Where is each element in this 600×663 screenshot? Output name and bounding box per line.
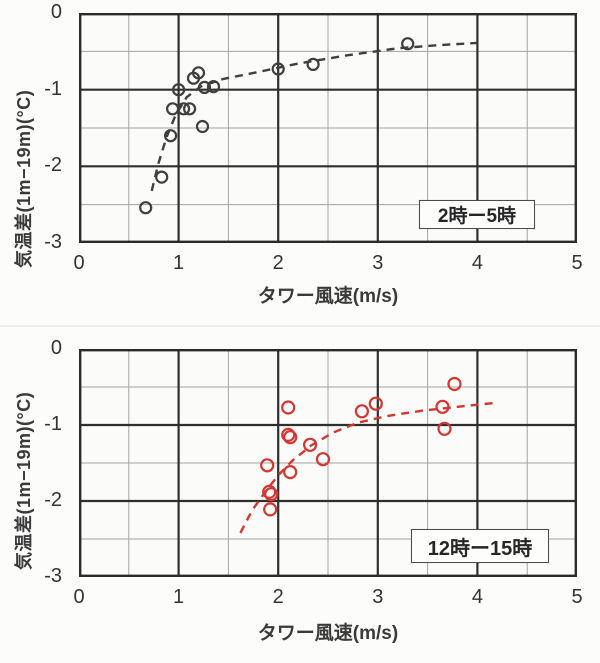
x-axis-title-bottom: タワー風速(m/s) (257, 623, 399, 644)
x-tick-label: 3 (372, 586, 384, 608)
plot-area-bottom (79, 349, 577, 577)
annotation-box-bottom: 12時ー15時 (411, 529, 549, 563)
y-tick-label: -1 (44, 77, 62, 100)
data-point (262, 484, 277, 499)
y-tick-label: 0 (50, 1, 62, 23)
data-point (315, 452, 331, 467)
trend-line (239, 401, 495, 534)
x-tick-label: 3 (372, 252, 384, 274)
y-tick-label: -3 (44, 231, 62, 253)
data-point (447, 376, 462, 392)
data-point (283, 464, 298, 480)
y-tick-label: -2 (44, 489, 62, 511)
x-tick-label: 5 (571, 586, 583, 608)
data-point (401, 37, 415, 51)
plot-frame (79, 349, 577, 577)
data-point (264, 487, 279, 502)
x-tick-label: 2 (272, 252, 284, 274)
data-point (271, 62, 285, 76)
data-point (283, 430, 298, 445)
annotation-label-bottom: 12時ー15時 (427, 537, 533, 560)
annotation-label-top: 2時ー5時 (437, 206, 517, 227)
x-tick-label: 4 (471, 586, 483, 608)
plot-frame (79, 13, 577, 243)
x-axis-title-top: タワー風速(m/s) (257, 286, 399, 307)
x-tick-label: 1 (173, 586, 185, 608)
data-point (139, 201, 153, 215)
plot-area-top (79, 13, 577, 243)
scan-seam (0, 325, 600, 327)
x-tick-label: 1 (173, 252, 185, 274)
y-tick-label: -1 (44, 413, 62, 435)
y-tick-label: 0 (50, 337, 62, 359)
data-point (260, 458, 275, 473)
x-tick-label: 5 (571, 252, 583, 274)
data-point (281, 427, 296, 443)
data-point (182, 102, 197, 116)
trend-line (150, 41, 478, 192)
data-point (281, 400, 296, 415)
data-point (306, 57, 320, 72)
data-point (303, 437, 318, 452)
y-tick-label: -2 (44, 154, 62, 177)
data-point (191, 66, 206, 80)
annotation-box-top: 2時ー5時 (419, 200, 535, 229)
data-point (354, 404, 369, 419)
x-tick-label: 4 (471, 252, 483, 274)
x-tick-label: 0 (73, 586, 85, 608)
data-point (195, 119, 210, 134)
data-point (263, 502, 278, 517)
y-tick-label: -3 (44, 565, 62, 587)
x-tick-label: 0 (73, 252, 85, 274)
data-point (437, 421, 452, 436)
data-point (171, 83, 186, 97)
x-tick-label: 2 (272, 586, 284, 608)
data-point (368, 396, 383, 411)
